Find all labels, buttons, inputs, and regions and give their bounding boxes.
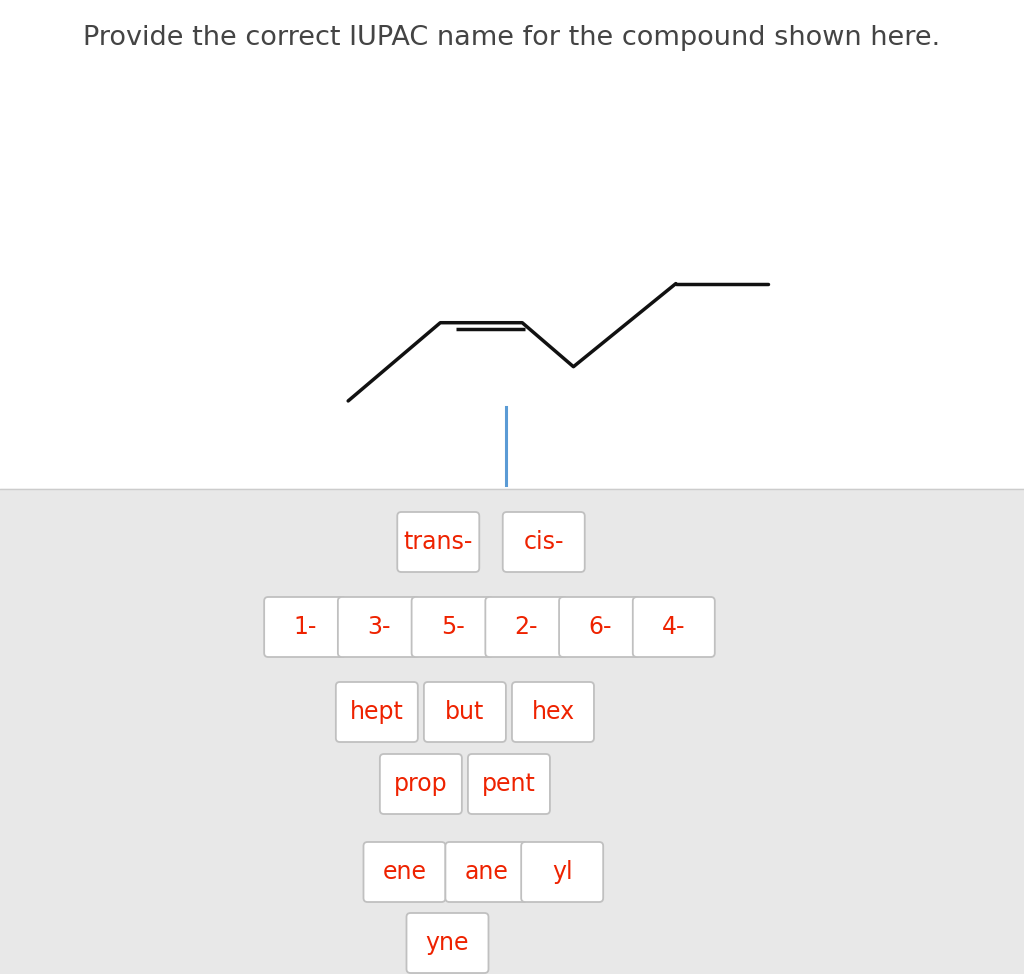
FancyBboxPatch shape bbox=[512, 682, 594, 742]
FancyBboxPatch shape bbox=[485, 597, 567, 657]
Text: 2-: 2- bbox=[515, 615, 538, 639]
Text: hex: hex bbox=[531, 700, 574, 724]
FancyBboxPatch shape bbox=[633, 597, 715, 657]
FancyBboxPatch shape bbox=[521, 842, 603, 902]
Text: 1-: 1- bbox=[294, 615, 316, 639]
Bar bbox=[0, 0, 1024, 489]
FancyBboxPatch shape bbox=[338, 597, 420, 657]
Text: pent: pent bbox=[482, 772, 536, 796]
Text: 3-: 3- bbox=[368, 615, 390, 639]
FancyBboxPatch shape bbox=[503, 512, 585, 572]
Text: Provide the correct IUPAC name for the compound shown here.: Provide the correct IUPAC name for the c… bbox=[83, 25, 941, 51]
FancyBboxPatch shape bbox=[336, 682, 418, 742]
Text: but: but bbox=[445, 700, 484, 724]
FancyBboxPatch shape bbox=[424, 682, 506, 742]
Text: trans-: trans- bbox=[403, 530, 473, 554]
FancyBboxPatch shape bbox=[364, 842, 445, 902]
Text: ene: ene bbox=[383, 860, 426, 884]
FancyBboxPatch shape bbox=[380, 754, 462, 814]
Text: 4-: 4- bbox=[663, 615, 685, 639]
Text: prop: prop bbox=[394, 772, 447, 796]
Text: 5-: 5- bbox=[440, 615, 465, 639]
FancyBboxPatch shape bbox=[407, 913, 488, 973]
Text: ane: ane bbox=[465, 860, 508, 884]
FancyBboxPatch shape bbox=[468, 754, 550, 814]
Text: yne: yne bbox=[426, 931, 469, 955]
Bar bbox=[0, 489, 1024, 974]
Text: cis-: cis- bbox=[523, 530, 564, 554]
FancyBboxPatch shape bbox=[397, 512, 479, 572]
Text: hept: hept bbox=[350, 700, 403, 724]
FancyBboxPatch shape bbox=[264, 597, 346, 657]
FancyBboxPatch shape bbox=[445, 842, 527, 902]
FancyBboxPatch shape bbox=[559, 597, 641, 657]
Text: yl: yl bbox=[552, 860, 572, 884]
FancyBboxPatch shape bbox=[412, 597, 494, 657]
Text: 6-: 6- bbox=[589, 615, 611, 639]
